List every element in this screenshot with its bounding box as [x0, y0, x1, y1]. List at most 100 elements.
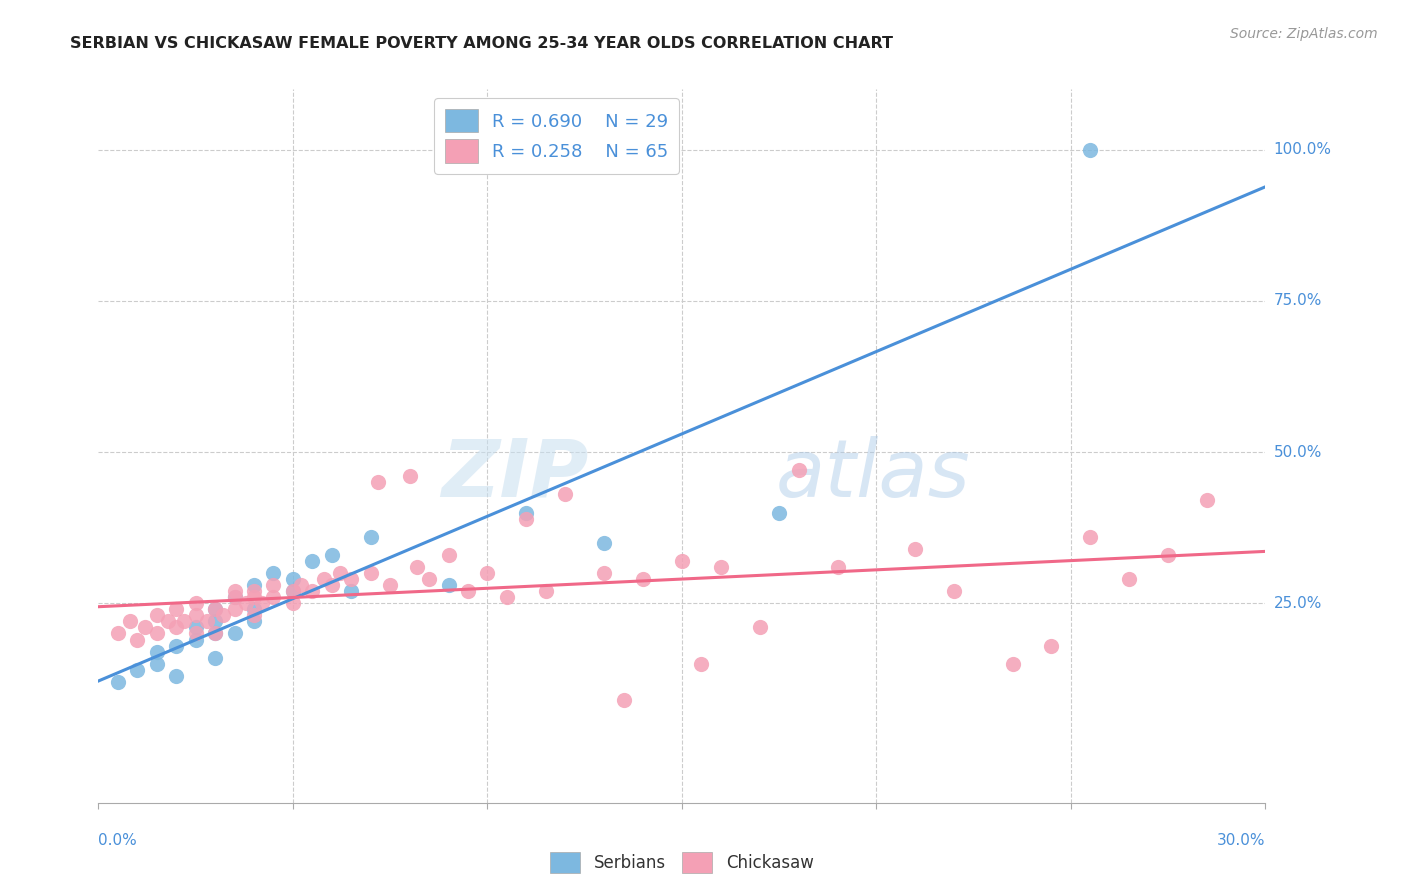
- Point: [554, 487, 576, 501]
- Text: 100.0%: 100.0%: [1274, 142, 1331, 157]
- Point: [593, 535, 616, 549]
- Point: [360, 530, 382, 544]
- Point: [204, 602, 226, 616]
- Point: [290, 578, 312, 592]
- Point: [281, 596, 304, 610]
- Point: [262, 590, 284, 604]
- Text: ZIP: ZIP: [441, 435, 589, 514]
- Point: [243, 615, 266, 629]
- Point: [406, 560, 429, 574]
- Point: [593, 566, 616, 580]
- Point: [321, 578, 343, 592]
- Point: [165, 639, 187, 653]
- Point: [1118, 572, 1140, 586]
- Point: [378, 578, 402, 592]
- Point: [340, 584, 363, 599]
- Point: [360, 566, 382, 580]
- Point: [418, 572, 440, 586]
- Text: 0.0%: 0.0%: [98, 833, 138, 848]
- Text: 50.0%: 50.0%: [1274, 444, 1322, 459]
- Point: [262, 578, 284, 592]
- Point: [204, 602, 226, 616]
- Point: [312, 572, 335, 586]
- Point: [224, 626, 246, 640]
- Point: [224, 590, 246, 604]
- Point: [631, 572, 654, 586]
- Point: [671, 554, 693, 568]
- Point: [250, 596, 273, 610]
- Point: [612, 693, 634, 707]
- Point: [477, 566, 499, 580]
- Text: 25.0%: 25.0%: [1274, 596, 1322, 611]
- Point: [243, 578, 266, 592]
- Point: [281, 584, 304, 599]
- Point: [329, 566, 352, 580]
- Point: [184, 620, 207, 634]
- Point: [146, 626, 169, 640]
- Point: [1080, 530, 1102, 544]
- Point: [437, 548, 460, 562]
- Point: [243, 608, 266, 623]
- Point: [437, 578, 460, 592]
- Point: [1195, 493, 1218, 508]
- Point: [367, 475, 389, 490]
- Text: 30.0%: 30.0%: [1218, 833, 1265, 848]
- Point: [1001, 657, 1024, 671]
- Point: [146, 608, 169, 623]
- Point: [515, 506, 537, 520]
- Text: Source: ZipAtlas.com: Source: ZipAtlas.com: [1230, 27, 1378, 41]
- Point: [184, 596, 207, 610]
- Point: [224, 584, 246, 599]
- Point: [768, 506, 790, 520]
- Point: [173, 615, 195, 629]
- Point: [118, 615, 141, 629]
- Text: 75.0%: 75.0%: [1274, 293, 1322, 309]
- Point: [224, 602, 246, 616]
- Point: [301, 584, 323, 599]
- Point: [787, 463, 810, 477]
- Point: [321, 548, 343, 562]
- Point: [243, 584, 266, 599]
- Point: [146, 657, 169, 671]
- Point: [515, 511, 537, 525]
- Point: [904, 541, 927, 556]
- Point: [184, 626, 207, 640]
- Point: [165, 602, 187, 616]
- Point: [134, 620, 156, 634]
- Point: [1040, 639, 1063, 653]
- Point: [534, 584, 557, 599]
- Point: [107, 626, 129, 640]
- Point: [184, 632, 207, 647]
- Point: [748, 620, 770, 634]
- Point: [235, 596, 257, 610]
- Point: [398, 469, 420, 483]
- Point: [165, 669, 187, 683]
- Point: [301, 554, 323, 568]
- Point: [107, 674, 129, 689]
- Point: [204, 626, 226, 640]
- Point: [212, 608, 235, 623]
- Legend: Serbians, Chickasaw: Serbians, Chickasaw: [544, 846, 820, 880]
- Point: [710, 560, 733, 574]
- Point: [827, 560, 849, 574]
- Point: [204, 650, 226, 665]
- Point: [127, 663, 149, 677]
- Point: [243, 590, 266, 604]
- Point: [184, 608, 207, 623]
- Point: [157, 615, 180, 629]
- Text: SERBIAN VS CHICKASAW FEMALE POVERTY AMONG 25-34 YEAR OLDS CORRELATION CHART: SERBIAN VS CHICKASAW FEMALE POVERTY AMON…: [70, 36, 893, 51]
- Point: [204, 626, 226, 640]
- Point: [943, 584, 966, 599]
- Point: [1080, 143, 1102, 157]
- Point: [690, 657, 713, 671]
- Point: [195, 615, 218, 629]
- Point: [224, 590, 246, 604]
- Point: [262, 566, 284, 580]
- Point: [495, 590, 517, 604]
- Point: [146, 645, 169, 659]
- Text: atlas: atlas: [775, 435, 970, 514]
- Point: [281, 572, 304, 586]
- Point: [457, 584, 479, 599]
- Point: [340, 572, 363, 586]
- Point: [243, 602, 266, 616]
